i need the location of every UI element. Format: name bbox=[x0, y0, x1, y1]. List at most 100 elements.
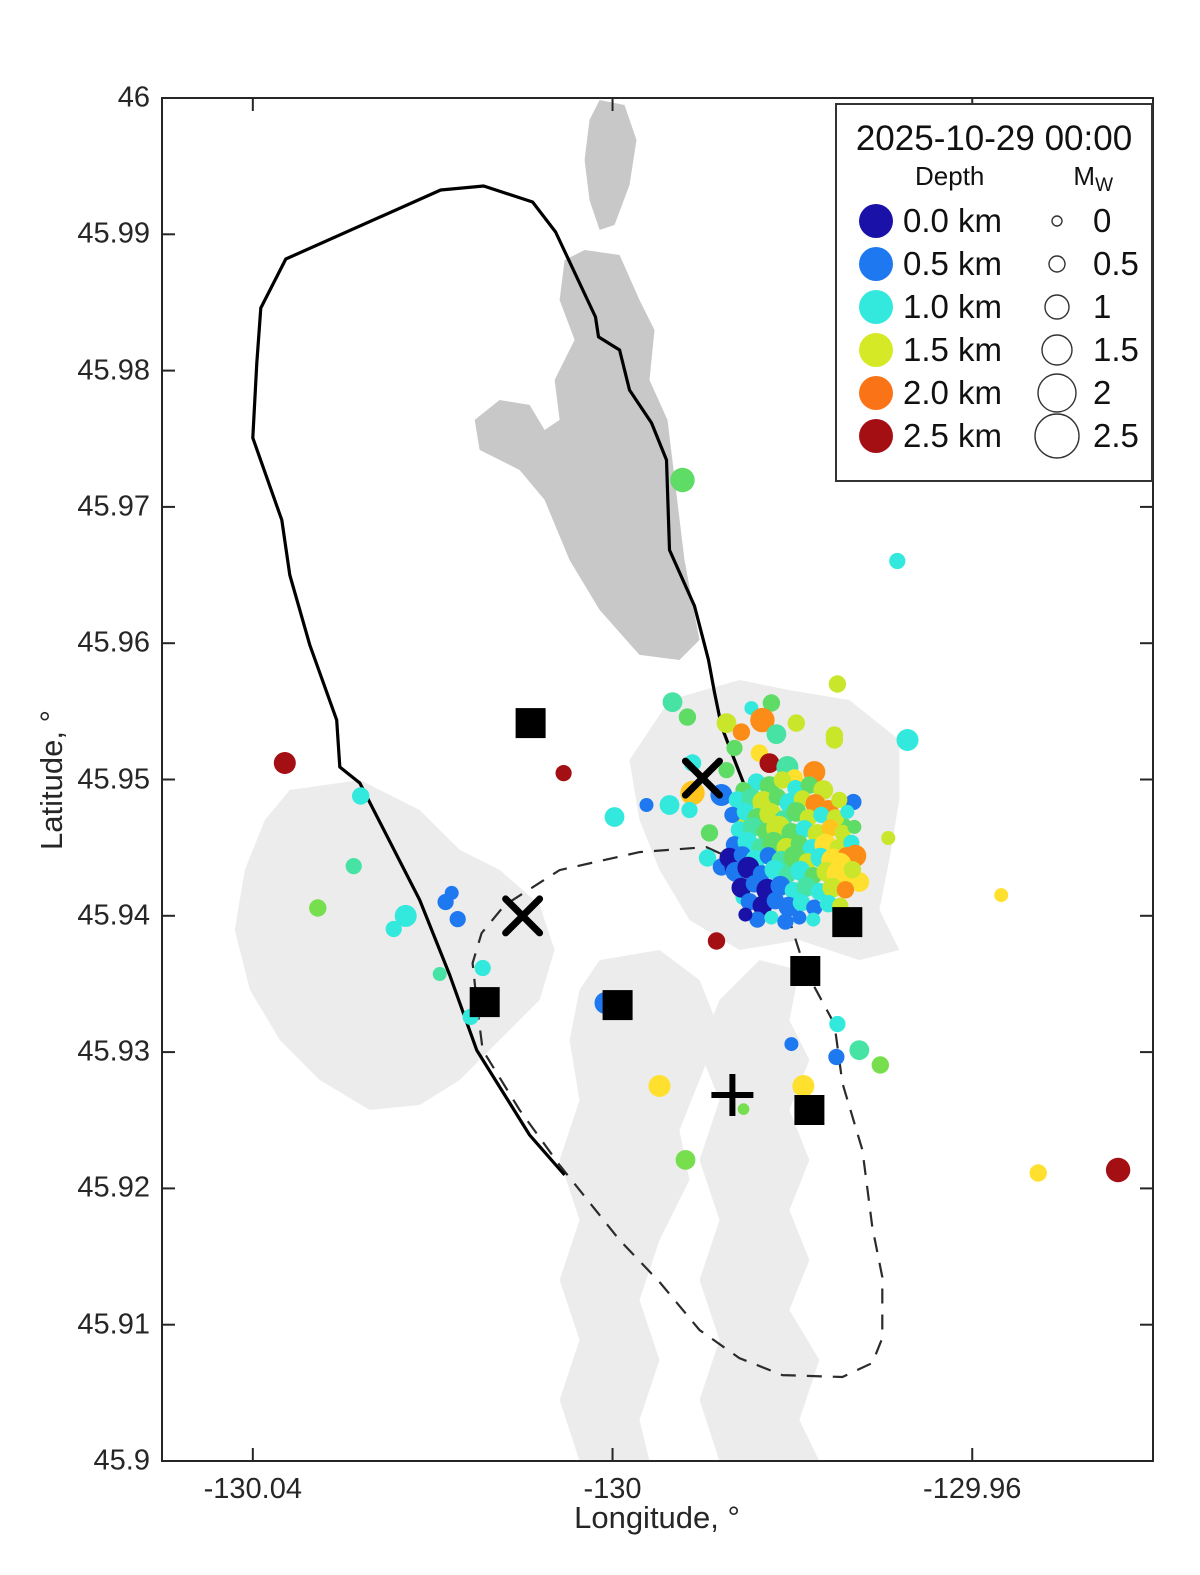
caldera-rim-outline bbox=[251, 184, 751, 1177]
legend-row: 2.5 km 2.5 bbox=[837, 412, 1151, 459]
earthquake-point bbox=[749, 911, 766, 928]
y-tick-label: 45.9 bbox=[93, 1444, 150, 1477]
legend-mw-label: 2 bbox=[1093, 373, 1112, 411]
earthquake-point bbox=[750, 707, 775, 733]
earthquake-point bbox=[806, 912, 821, 927]
earthquake-point bbox=[792, 894, 811, 912]
earthquake-point bbox=[737, 1103, 750, 1115]
earthquake-point bbox=[432, 967, 447, 981]
earthquake-point bbox=[604, 807, 625, 827]
earthquake-point bbox=[738, 907, 753, 922]
legend-depth-swatch bbox=[859, 246, 893, 281]
earthquake-point bbox=[871, 1056, 889, 1074]
earthquake-point bbox=[1105, 1157, 1131, 1183]
plus-marker bbox=[711, 1074, 754, 1117]
legend-depth-label: 1.5 km bbox=[903, 330, 1003, 368]
earthquake-point bbox=[726, 739, 743, 757]
earthquake-point bbox=[829, 1015, 846, 1033]
station-marker bbox=[790, 956, 821, 986]
legend-mw-header: MW bbox=[1073, 161, 1113, 196]
station-marker bbox=[515, 708, 546, 739]
legend-depth-label: 0.0 km bbox=[903, 201, 1003, 239]
earthquake-point bbox=[555, 765, 572, 782]
legend-mw-circle bbox=[1021, 370, 1093, 416]
earthquake-point bbox=[831, 791, 848, 809]
earthquake-point bbox=[345, 858, 362, 875]
earthquake-point bbox=[681, 801, 698, 819]
earthquake-point bbox=[732, 723, 751, 741]
legend-timestamp: 2025-10-29 00:00 bbox=[855, 119, 1133, 158]
earthquake-point bbox=[849, 1040, 870, 1060]
legend-row: 0.0 km 0 bbox=[837, 199, 1151, 242]
station-marker bbox=[794, 1095, 825, 1125]
station-marker bbox=[602, 990, 633, 1021]
y-tick-label: 45.98 bbox=[77, 354, 150, 387]
earthquake-point bbox=[648, 1075, 671, 1097]
legend-mw-label: 2.5 bbox=[1093, 416, 1139, 454]
earthquake-point bbox=[994, 888, 1009, 903]
legend-mw-circle bbox=[1021, 327, 1093, 373]
y-tick-label: 45.99 bbox=[77, 217, 150, 250]
legend-depth-header: Depth bbox=[915, 161, 985, 191]
legend-depth-swatch bbox=[859, 375, 893, 410]
legend-mw-label: 0.5 bbox=[1093, 244, 1139, 282]
legend-depth-label: 2.0 km bbox=[903, 373, 1003, 411]
x-tick-label: -130.04 bbox=[203, 1473, 302, 1505]
dashed-outline bbox=[471, 845, 884, 1379]
earthquake-point bbox=[777, 913, 794, 930]
earthquake-point bbox=[836, 881, 855, 899]
earthquake-point bbox=[662, 692, 683, 712]
x-tick-label: -130 bbox=[583, 1473, 642, 1505]
earthquake-point bbox=[784, 1037, 799, 1052]
bathymetry-gray-patch bbox=[699, 960, 820, 1461]
earthquake-point bbox=[474, 959, 491, 977]
legend-depth-swatch bbox=[859, 332, 893, 367]
y-tick-label: 45.97 bbox=[77, 490, 150, 523]
legend-box: 2025-10-29 00:00 Depth MW 0.0 km 0 0.5 km 0… bbox=[835, 103, 1153, 482]
station-marker bbox=[469, 987, 500, 1018]
legend-mw-circle bbox=[1021, 412, 1093, 459]
legend-row: 0.5 km 0.5 bbox=[837, 242, 1151, 285]
earthquake-point bbox=[639, 798, 654, 812]
legend-row: 1.5 km 1.5 bbox=[837, 328, 1151, 371]
earthquake-point bbox=[1029, 1164, 1047, 1182]
earthquake-point bbox=[759, 753, 780, 773]
earthquake-point bbox=[813, 806, 830, 824]
earthquake-point bbox=[766, 724, 787, 744]
station-marker bbox=[832, 907, 863, 938]
legend-depth-label: 1.0 km bbox=[903, 287, 1003, 325]
y-tick-label: 45.94 bbox=[77, 899, 150, 932]
legend-row: 2.0 km 2 bbox=[837, 371, 1151, 414]
bathymetry-gray-patch bbox=[234, 780, 555, 1110]
earthquake-point bbox=[716, 713, 737, 733]
y-tick-label: 45.95 bbox=[77, 763, 150, 795]
earthquake-point bbox=[724, 806, 741, 824]
earthquake-point bbox=[792, 1075, 815, 1097]
earthquake-point bbox=[828, 1048, 845, 1066]
bathymetry-gray-patch bbox=[559, 950, 720, 1461]
earthquake-point bbox=[670, 467, 695, 493]
earthquake-point bbox=[828, 675, 847, 693]
legend-depth-label: 2.5 km bbox=[903, 416, 1003, 454]
legend-mw-label: 1.5 bbox=[1093, 330, 1139, 368]
earthquake-point bbox=[385, 920, 402, 938]
earthquake-point bbox=[847, 819, 862, 834]
legend-depth-label: 0.5 km bbox=[903, 244, 1003, 282]
y-tick-label: 46 bbox=[117, 81, 150, 114]
earthquake-point bbox=[787, 714, 805, 732]
legend-mw-circle bbox=[1021, 284, 1093, 330]
y-tick-label: 45.93 bbox=[77, 1035, 150, 1068]
legend-mw-label: 1 bbox=[1093, 287, 1112, 325]
earthquake-point bbox=[843, 861, 862, 879]
earthquake-point bbox=[309, 899, 327, 917]
earthquake-point bbox=[707, 932, 726, 950]
earthquake-point bbox=[896, 729, 919, 751]
earthquake-point bbox=[698, 849, 717, 867]
earthquake-point bbox=[659, 795, 680, 815]
x-marker bbox=[681, 757, 723, 799]
earthquake-point bbox=[352, 787, 370, 805]
earthquake-point bbox=[806, 899, 823, 916]
y-axis-label: Latitude, ° bbox=[34, 710, 69, 850]
earthquake-point bbox=[394, 904, 417, 927]
